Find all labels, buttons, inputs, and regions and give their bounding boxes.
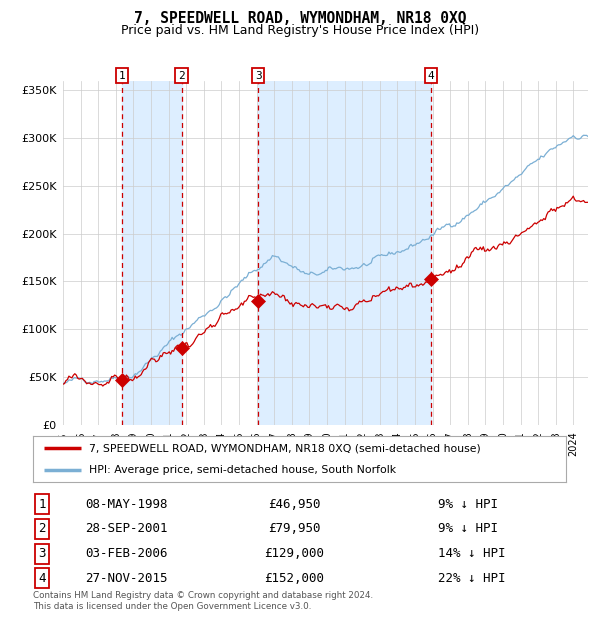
Text: 1: 1 (119, 71, 125, 81)
Text: 27-NOV-2015: 27-NOV-2015 (85, 572, 167, 585)
Text: Price paid vs. HM Land Registry's House Price Index (HPI): Price paid vs. HM Land Registry's House … (121, 24, 479, 37)
Text: 3: 3 (38, 547, 46, 560)
Text: £79,950: £79,950 (268, 523, 320, 535)
Text: 7, SPEEDWELL ROAD, WYMONDHAM, NR18 0XQ (semi-detached house): 7, SPEEDWELL ROAD, WYMONDHAM, NR18 0XQ (… (89, 443, 481, 453)
Text: 08-MAY-1998: 08-MAY-1998 (85, 498, 167, 510)
Bar (122, 81, 182, 425)
Text: Contains HM Land Registry data © Crown copyright and database right 2024.: Contains HM Land Registry data © Crown c… (33, 591, 373, 600)
Text: £129,000: £129,000 (264, 547, 324, 560)
Text: 2: 2 (38, 523, 46, 535)
Text: 2: 2 (178, 71, 185, 81)
Text: 1: 1 (38, 498, 46, 510)
Text: 22% ↓ HPI: 22% ↓ HPI (438, 572, 505, 585)
Text: £46,950: £46,950 (268, 498, 320, 510)
Text: £152,000: £152,000 (264, 572, 324, 585)
Text: This data is licensed under the Open Government Licence v3.0.: This data is licensed under the Open Gov… (33, 602, 311, 611)
Text: 4: 4 (38, 572, 46, 585)
Bar (258, 81, 431, 425)
Text: 9% ↓ HPI: 9% ↓ HPI (438, 523, 498, 535)
Text: 3: 3 (255, 71, 262, 81)
Text: HPI: Average price, semi-detached house, South Norfolk: HPI: Average price, semi-detached house,… (89, 465, 396, 475)
Text: 7, SPEEDWELL ROAD, WYMONDHAM, NR18 0XQ: 7, SPEEDWELL ROAD, WYMONDHAM, NR18 0XQ (134, 11, 466, 26)
Text: 4: 4 (427, 71, 434, 81)
Text: 9% ↓ HPI: 9% ↓ HPI (438, 498, 498, 510)
Text: 14% ↓ HPI: 14% ↓ HPI (438, 547, 505, 560)
Text: 28-SEP-2001: 28-SEP-2001 (85, 523, 167, 535)
Text: 03-FEB-2006: 03-FEB-2006 (85, 547, 167, 560)
